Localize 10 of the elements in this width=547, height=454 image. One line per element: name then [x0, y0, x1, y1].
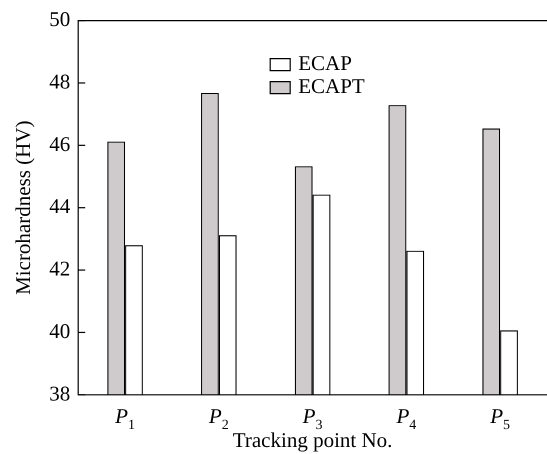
y-axis-title: Microhardness (HV) [11, 120, 36, 295]
y-tick-label: 50 [49, 7, 70, 32]
legend-label: ECAP [298, 51, 352, 76]
legend-label: ECAPT [298, 74, 365, 98]
y-tick-label: 42 [49, 256, 70, 281]
y-tick-label: 40 [49, 318, 70, 343]
y-tick-label: 44 [49, 194, 71, 218]
y-tick-label: 48 [49, 69, 70, 94]
y-tick-label: 38 [49, 381, 70, 406]
y-tick-label: 46 [49, 132, 70, 156]
